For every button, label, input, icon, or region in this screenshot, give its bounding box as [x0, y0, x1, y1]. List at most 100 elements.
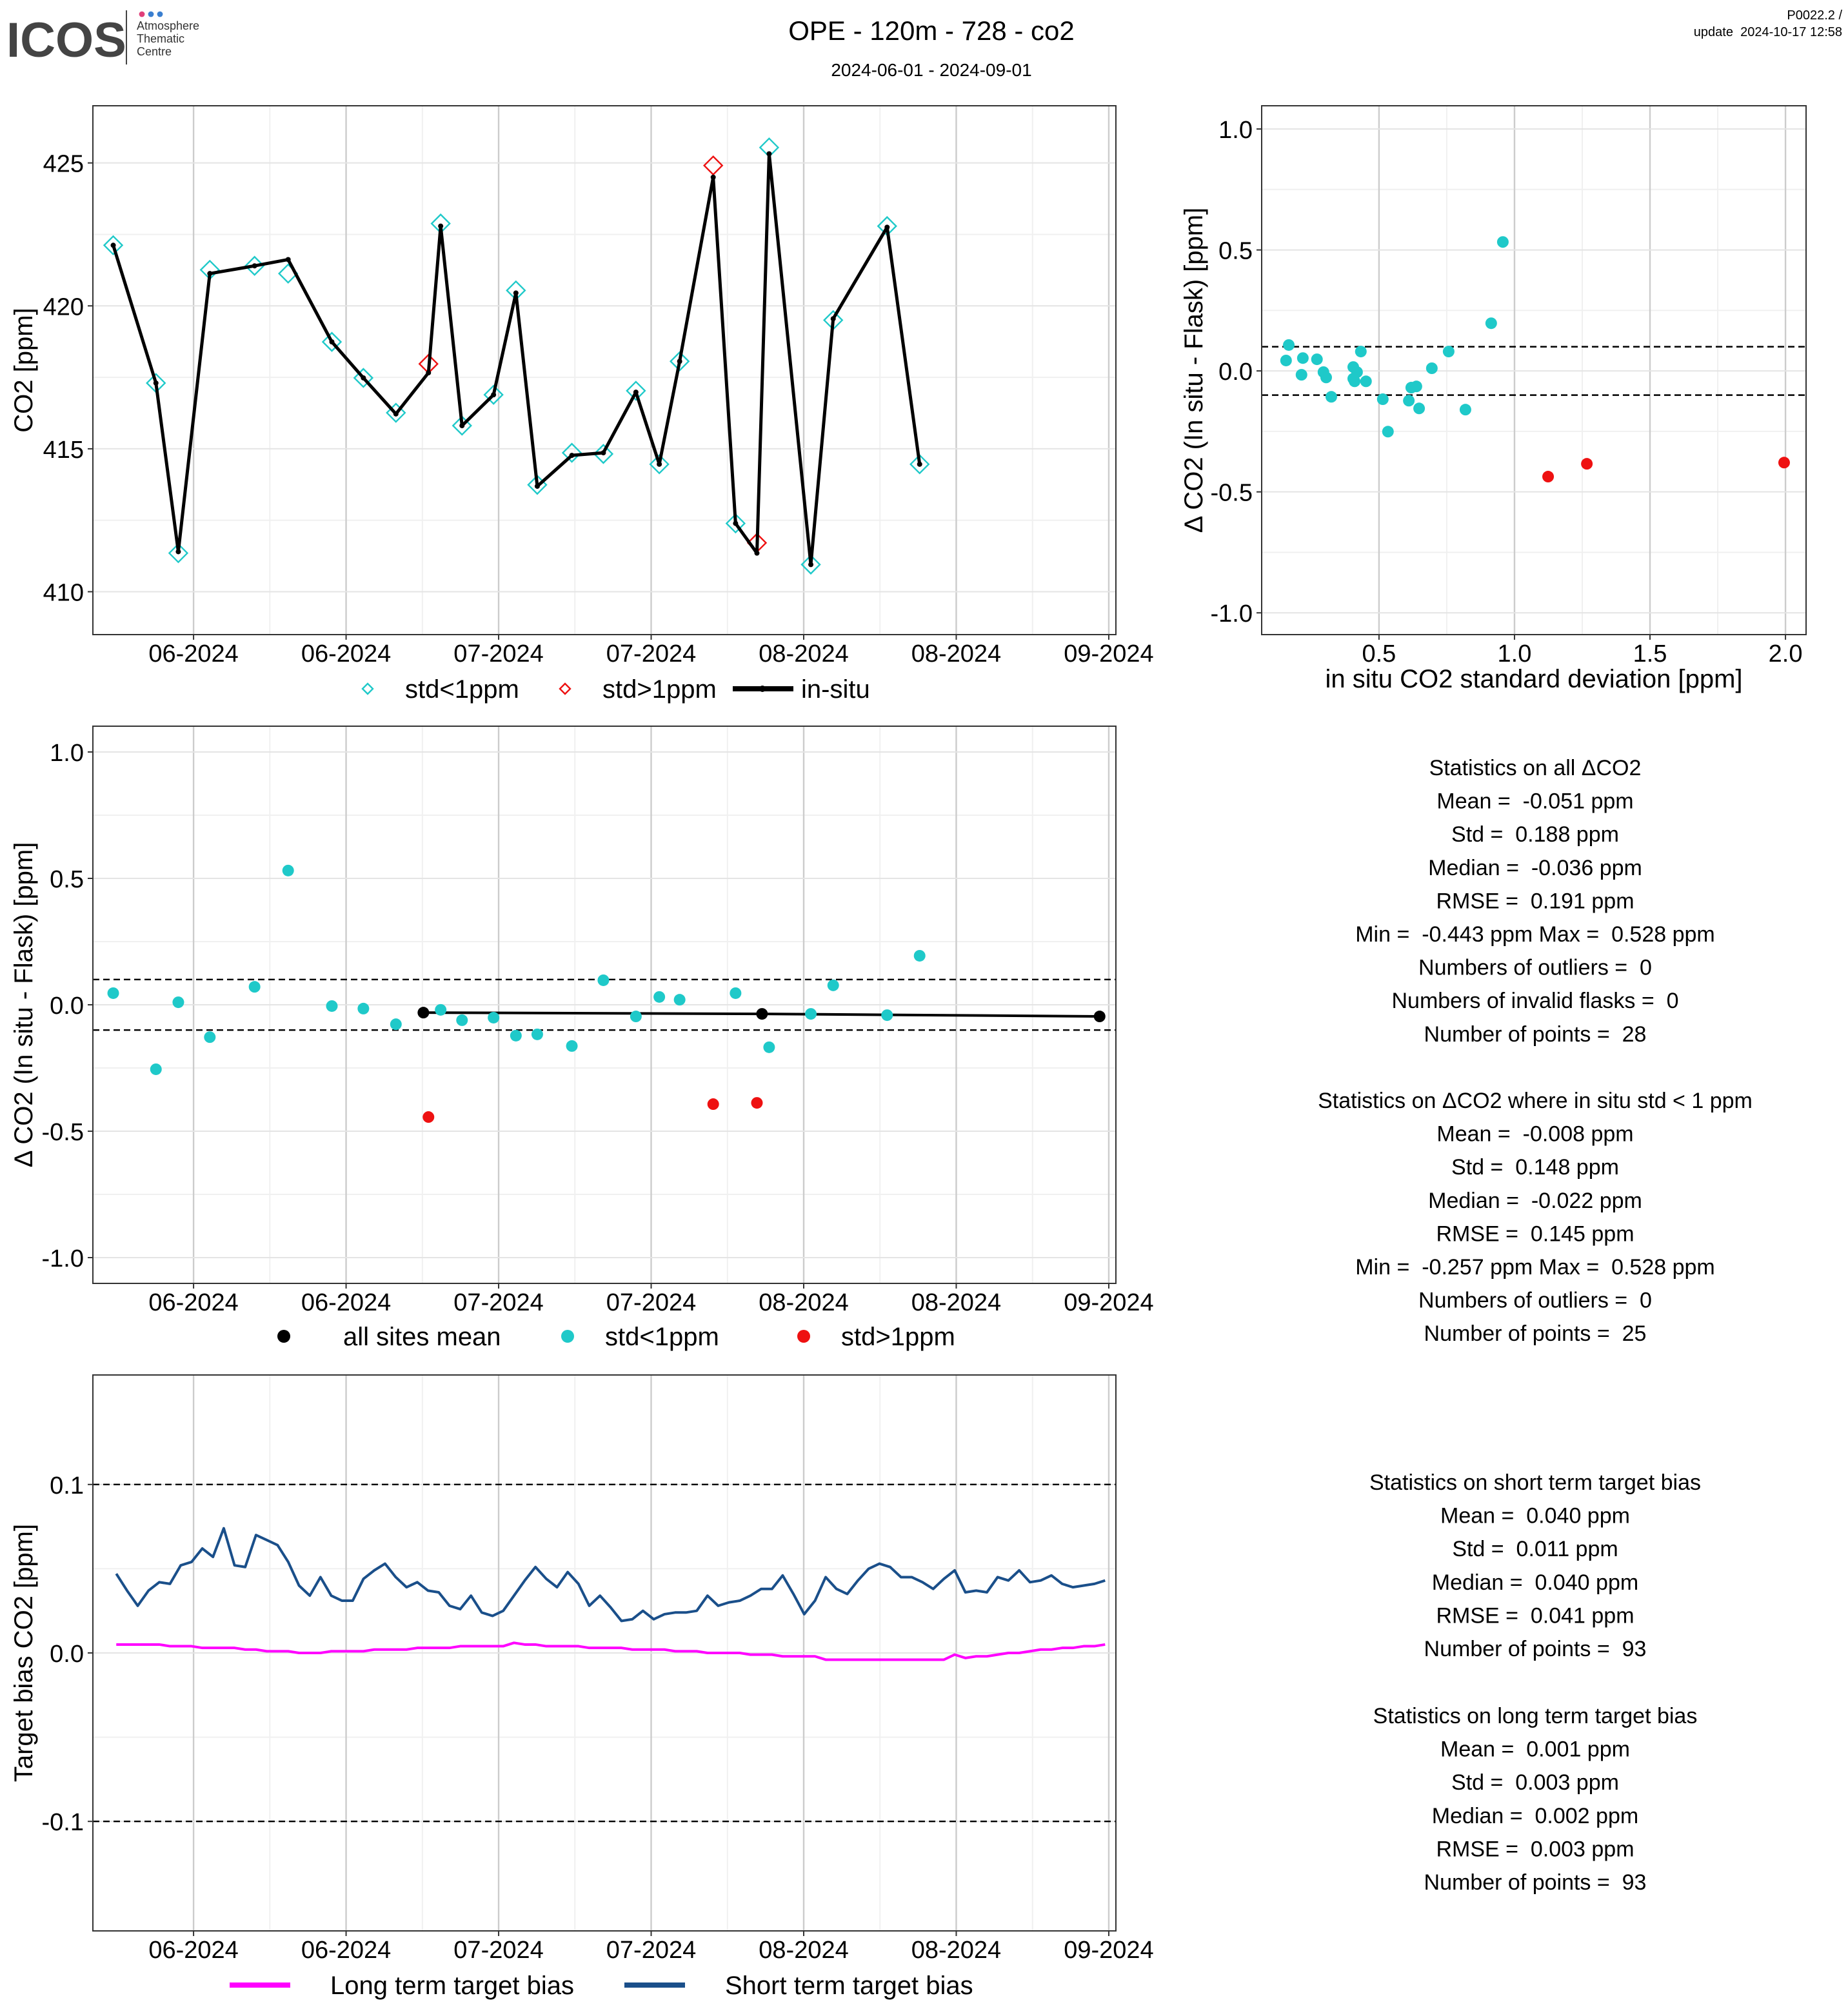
legend-label: Short term target bias — [725, 1972, 973, 2000]
dot-marker — [393, 411, 399, 417]
diamond-marker — [386, 402, 406, 423]
dot-marker — [1459, 404, 1471, 416]
y-tick-label: 0.5 — [50, 866, 84, 893]
x-tick-label: 06-2024 — [148, 640, 238, 667]
stats-line: Number of points = 25 — [1424, 1321, 1647, 1346]
stats-line: Mean = 0.040 ppm — [1440, 1504, 1630, 1528]
diamond-marker — [353, 368, 374, 388]
dot-marker — [1295, 369, 1307, 381]
dot-marker — [1349, 375, 1361, 388]
diamond-marker — [669, 351, 690, 371]
dot-marker — [417, 1007, 430, 1019]
dot-marker — [435, 1004, 447, 1016]
panel-frame — [92, 105, 1117, 635]
stats-line: Mean = -0.051 ppm — [1436, 789, 1633, 814]
x-tick-label: 06-2024 — [301, 1289, 391, 1316]
logo-sub: Thematic — [137, 32, 184, 45]
dot-marker — [808, 562, 814, 568]
dot-marker — [1283, 339, 1295, 351]
stats-line: Statistics on long term target bias — [1373, 1704, 1698, 1728]
stats-line: RMSE = 0.191 ppm — [1436, 889, 1634, 913]
dot-marker — [426, 370, 432, 375]
stats-line: Std = 0.188 ppm — [1451, 822, 1619, 847]
diamond-marker — [483, 384, 504, 405]
dot-marker — [390, 1018, 402, 1031]
dot-marker — [756, 1008, 768, 1020]
logo-sub: Atmosphere — [137, 19, 199, 32]
stats-line: RMSE = 0.041 ppm — [1436, 1603, 1634, 1628]
stats-line: Mean = -0.008 ppm — [1436, 1122, 1633, 1147]
dot-marker — [459, 422, 465, 428]
dot-marker — [710, 174, 716, 180]
series-line — [112, 152, 922, 566]
dot-marker — [153, 380, 159, 386]
x-tick-label: 08-2024 — [911, 1937, 1001, 1964]
y-tick-label: 0.0 — [50, 993, 84, 1020]
dot-marker — [630, 1011, 642, 1023]
legend-label: in-situ — [801, 675, 870, 704]
y-axis-label: CO2 [ppm] — [10, 308, 38, 432]
logo: ICOS — [6, 13, 126, 68]
y-tick-label: -0.5 — [1211, 480, 1253, 507]
diamond-marker — [649, 454, 670, 475]
diamond-marker — [561, 442, 582, 463]
dot-marker — [881, 1009, 893, 1022]
stats-line: Numbers of outliers = 0 — [1418, 1289, 1652, 1313]
x-tick-label: 07-2024 — [453, 640, 543, 667]
dot-marker — [438, 223, 444, 229]
y-tick-label: 0.0 — [1218, 359, 1253, 386]
dot-marker — [566, 1040, 578, 1052]
panel-frame — [92, 1374, 1117, 1932]
legend-label: std>1ppm — [841, 1323, 955, 1351]
stats-line: Number of points = 28 — [1424, 1022, 1647, 1047]
dot-marker — [707, 1098, 719, 1111]
update: update 2024-10-17 12:58 — [1694, 25, 1842, 39]
dot-marker — [1093, 1011, 1106, 1023]
x-tick-label: 1.5 — [1633, 640, 1667, 667]
legend-symbol — [361, 682, 374, 695]
y-tick-label: 415 — [43, 437, 84, 464]
series-line — [115, 1527, 1106, 1623]
diamond-marker — [593, 444, 614, 464]
dot-marker — [751, 1097, 763, 1109]
series-line — [116, 1641, 1106, 1661]
dot-marker — [653, 991, 666, 1003]
dot-marker — [491, 392, 497, 398]
dot-marker — [827, 979, 839, 991]
y-tick-label: -0.5 — [42, 1119, 84, 1146]
dot-marker — [510, 1029, 522, 1042]
x-tick-label: 08-2024 — [911, 1289, 1001, 1316]
dot-marker — [1311, 353, 1323, 366]
diamond-marker — [103, 235, 124, 255]
dot-marker — [110, 242, 116, 248]
dot-marker — [1376, 393, 1389, 406]
stats-line: Statistics on all ΔCO2 — [1429, 756, 1642, 780]
legend-symbol — [759, 686, 766, 692]
x-tick-label: 09-2024 — [1064, 640, 1153, 667]
x-tick-label: 06-2024 — [148, 1937, 238, 1964]
legend-symbol — [797, 1330, 810, 1343]
dot-marker — [673, 994, 686, 1006]
dot-marker — [1542, 471, 1555, 483]
dot-marker — [730, 987, 742, 999]
y-tick-label: 0.1 — [50, 1472, 84, 1499]
legend-label: std<1ppm — [405, 675, 519, 704]
stats-line: Std = 0.148 ppm — [1451, 1155, 1619, 1180]
dot-marker — [456, 1014, 468, 1026]
x-tick-label: 09-2024 — [1064, 1289, 1153, 1316]
diamond-marker — [452, 415, 472, 436]
dot-marker — [488, 1011, 500, 1023]
stats-line: Number of points = 93 — [1424, 1870, 1647, 1895]
dot-marker — [326, 1000, 338, 1012]
diamond-marker — [321, 331, 343, 352]
stats-line: Median = -0.022 ppm — [1428, 1189, 1642, 1213]
dot-marker — [1355, 346, 1367, 358]
x-tick-label: 06-2024 — [301, 1937, 391, 1964]
y-tick-label: -0.1 — [42, 1809, 84, 1836]
y-axis-label: Target bias CO2 [ppm] — [10, 1524, 38, 1782]
dot-marker — [1351, 366, 1363, 379]
y-tick-label: -1.0 — [42, 1245, 84, 1272]
legend-label: all sites mean — [343, 1323, 501, 1351]
dot-marker — [633, 390, 639, 395]
